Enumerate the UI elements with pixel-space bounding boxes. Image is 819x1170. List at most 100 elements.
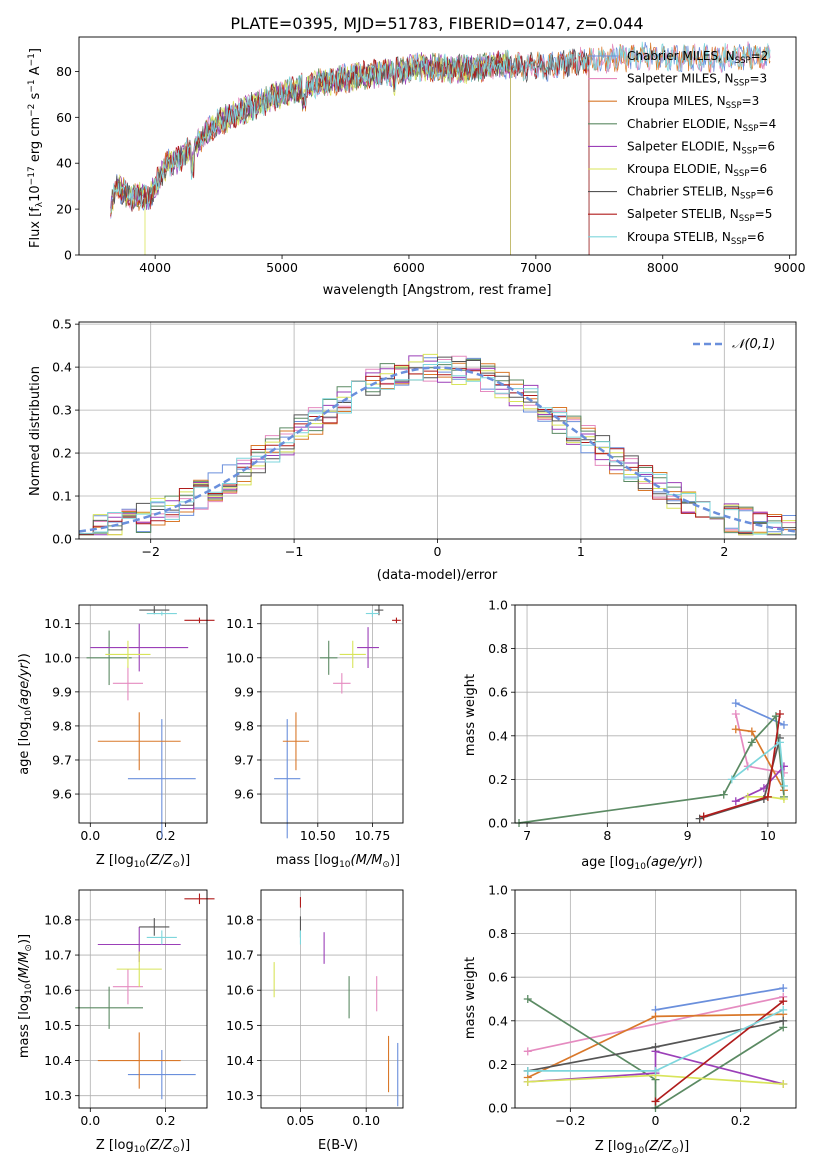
x-tick-label: 2 — [720, 544, 728, 559]
y-tick-label: 40 — [56, 156, 72, 171]
histogram-legend: 𝒩(0,1) — [693, 337, 775, 352]
mass-weight-marker — [651, 1066, 660, 1075]
x-tick-label: 8 — [603, 828, 611, 843]
y-tick-label: 10.4 — [44, 1053, 72, 1068]
spectrum-line — [110, 41, 771, 213]
y-tick-label: 60 — [56, 110, 72, 125]
x-tick-label: 10 — [760, 828, 776, 843]
y-tick-label: 0.0 — [488, 1101, 508, 1116]
mass-weight-line — [655, 987, 784, 1011]
x-tick-label: 7 — [523, 828, 531, 843]
y-tick-label: 0.6 — [488, 685, 508, 700]
y-tick-label: 0.5 — [52, 317, 72, 332]
mass-weight-marker — [779, 720, 788, 729]
y-tick-label: 9.6 — [234, 787, 254, 802]
legend-label: Kroupa MILES, NSSP=3 — [627, 94, 759, 111]
mass-weight-marker — [523, 995, 532, 1003]
y-tick-label: 0.4 — [488, 728, 508, 743]
y-tick-label: 0.1 — [52, 489, 72, 504]
mass-weight-marker — [779, 984, 788, 993]
x-tick-label: −2 — [141, 544, 159, 559]
histogram-ylabel: Normed distribution — [28, 366, 43, 496]
mass-vs-ebv-panel: 0.05 0.10 10.3 10.4 10.5 10.6 10.7 10.8 — [226, 889, 404, 1128]
axes-frame — [78, 321, 797, 540]
mass-weight-marker — [771, 712, 780, 721]
y-tick-label: 1.0 — [488, 598, 508, 613]
y-tick-label: 0.4 — [52, 360, 72, 375]
x-tick-label: 9 — [684, 828, 692, 843]
y-tick-label: 0.6 — [488, 970, 508, 985]
spectrum-line — [110, 52, 511, 255]
mass-z-xlabel: Z [log10(Z/Z⊙)] — [96, 1138, 190, 1155]
mw-z-ylabel: mass weight — [463, 957, 478, 1039]
x-tick-label: 0 — [652, 1113, 660, 1128]
mass-weight-marker — [779, 1080, 788, 1089]
age-vs-metallicity-panel: 0.0 0.2 9.6 9.7 9.8 9.9 10.0 10.1 — [44, 604, 215, 843]
legend-label: Salpeter ELODIE, NSSP=6 — [627, 139, 775, 156]
axes-frame — [260, 889, 404, 1109]
mass-weight-marker — [775, 710, 784, 718]
mass-weight-vs-metallicity-panel: −0.2 0 0.2 0.0 0.2 0.4 0.6 0.8 1.0 — [488, 883, 797, 1128]
spectrum-legend: Chabrier MILES, NSSP=2 Salpeter MILES, NS… — [588, 49, 776, 247]
mass-weight-marker — [651, 1042, 660, 1051]
mass-ebv-xlabel: E(B-V) — [318, 1138, 358, 1153]
y-tick-label: 10.8 — [226, 912, 254, 927]
y-tick-label: 0.2 — [488, 772, 508, 787]
y-tick-label: 9.9 — [234, 684, 254, 699]
spectrum-lines — [110, 41, 771, 255]
legend-label: Kroupa ELODIE, NSSP=6 — [627, 162, 767, 179]
x-tick-label: 10.50 — [300, 828, 336, 843]
figure-title: PLATE=0395, MJD=51783, FIBERID=0147, z=0… — [230, 14, 643, 33]
y-tick-label: 0.0 — [488, 816, 508, 831]
y-tick-label: 9.7 — [52, 752, 72, 767]
y-tick-label: 10.7 — [226, 948, 254, 963]
mass-vs-metallicity-panel: 0.0 0.2 10.3 10.4 10.5 10.6 10.7 10.8 — [44, 889, 215, 1128]
y-tick-label: 0.4 — [488, 1013, 508, 1028]
mw-age-xlabel: age [log10(age/yr)) — [581, 855, 703, 872]
mass-weight-marker — [779, 1005, 788, 1014]
axes-frame — [514, 604, 797, 824]
legend-label: Chabrier MILES, NSSP=2 — [627, 49, 768, 66]
mass-weight-vs-age-panel: 7 8 9 10 0.0 0.2 0.4 0.6 0.8 1.0 — [488, 598, 797, 843]
mass-weight-marker — [779, 997, 788, 1006]
mass-weight-marker — [743, 792, 752, 801]
x-tick-label: −0.2 — [555, 1113, 585, 1128]
y-tick-label: 80 — [56, 64, 72, 79]
spectrum-xlabel: wavelength [Angstrom, rest frame] — [323, 283, 552, 298]
mass-weight-marker — [651, 1097, 660, 1106]
histogram-xlabel: (data-model)/error — [377, 568, 498, 583]
x-tick-label: 1 — [577, 544, 585, 559]
y-tick-label: 0.2 — [488, 1057, 508, 1072]
mass-weight-marker — [779, 781, 788, 790]
mass-weight-marker — [775, 738, 784, 747]
mass-weight-marker — [727, 775, 736, 784]
y-tick-label: 0.8 — [488, 641, 508, 656]
y-tick-label: 0.0 — [52, 532, 72, 547]
mass-weight-marker — [747, 738, 756, 747]
y-tick-label: 10.5 — [44, 1018, 72, 1033]
mass-weight-marker — [779, 795, 788, 804]
x-tick-label: 0.05 — [287, 1113, 315, 1128]
y-tick-label: 10.8 — [44, 912, 72, 927]
legend-label: Chabrier STELIB, NSSP=6 — [627, 185, 774, 202]
legend-label: Chabrier ELODIE, NSSP=4 — [627, 117, 776, 134]
y-tick-label: 0.2 — [52, 446, 72, 461]
x-tick-label: 0.10 — [352, 1113, 380, 1128]
mass-weight-marker — [763, 792, 772, 801]
x-tick-label: 10.75 — [355, 828, 391, 843]
histogram-bars — [79, 353, 796, 536]
spectrum-ylabel: Flux [fλ10−17 erg cm−2 s−1 A−1] — [27, 48, 45, 248]
mass-weight-line — [654, 1000, 784, 1103]
mass-weight-line — [527, 1050, 784, 1085]
y-tick-label: 9.8 — [52, 718, 72, 733]
mass-weight-marker — [731, 710, 740, 718]
y-tick-label: 10.6 — [226, 983, 254, 998]
y-tick-label: 10.5 — [226, 1018, 254, 1033]
y-tick-label: 0.8 — [488, 926, 508, 941]
mass-weight-line — [527, 995, 784, 1053]
mass-weight-marker — [779, 1016, 788, 1025]
mw-age-ylabel: mass weight — [463, 674, 478, 756]
age-mass-xlabel: mass [log10(M/M⊙)] — [276, 853, 400, 870]
y-tick-label: 10.0 — [226, 650, 254, 665]
